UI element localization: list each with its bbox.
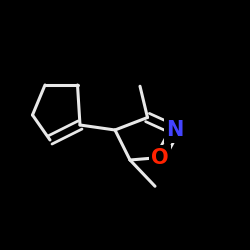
Text: O: O	[151, 148, 169, 168]
Text: N: N	[166, 120, 184, 140]
